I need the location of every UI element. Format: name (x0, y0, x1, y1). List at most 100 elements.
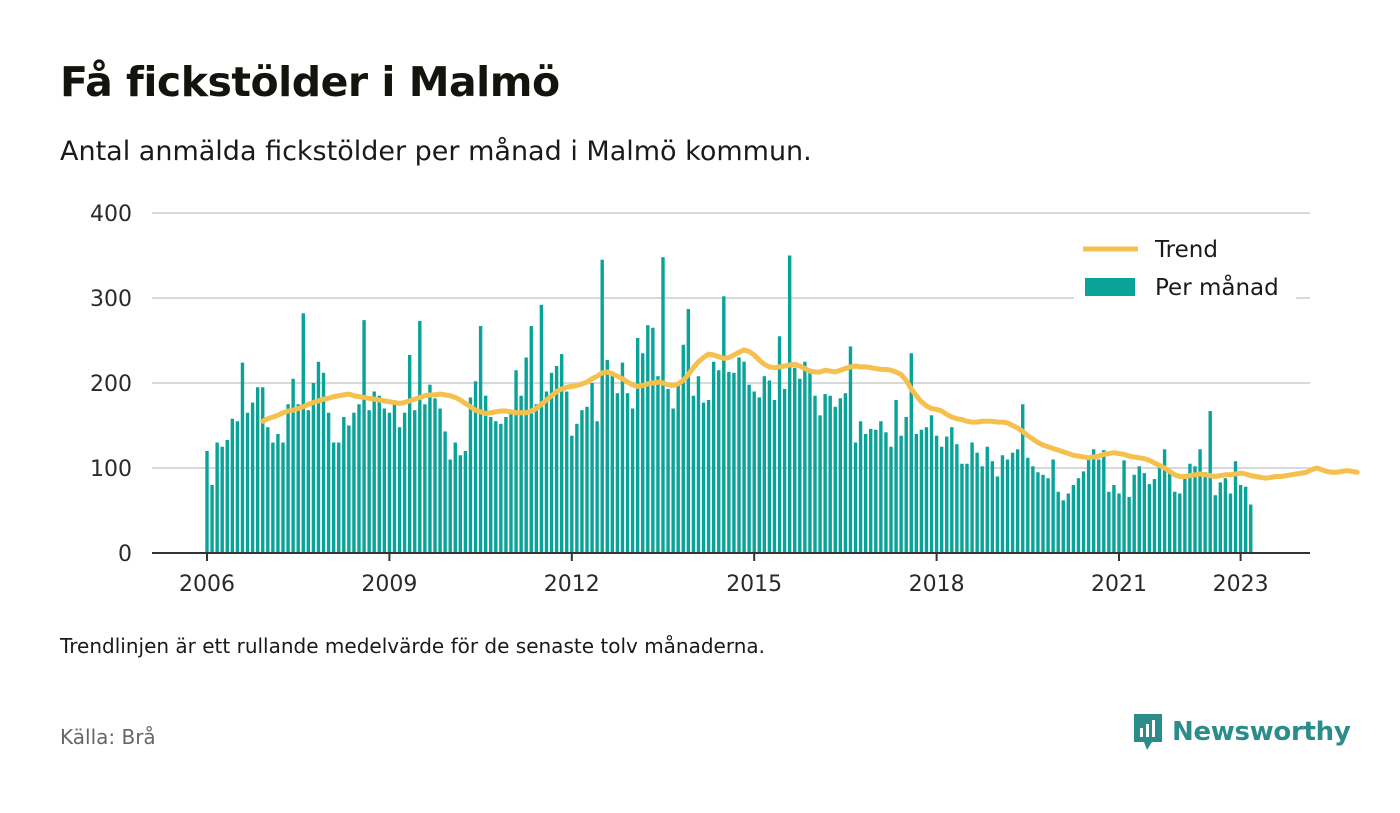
bar (1117, 493, 1121, 553)
bar (580, 410, 584, 553)
bar (1218, 482, 1223, 553)
bar (1010, 452, 1015, 553)
bar (732, 372, 736, 553)
bar (833, 406, 837, 553)
bar (1021, 404, 1025, 553)
bar (686, 309, 691, 553)
bar (798, 378, 802, 553)
bar (671, 408, 675, 553)
bar (914, 434, 919, 553)
bar (478, 326, 483, 553)
bar (970, 442, 974, 553)
bar (1031, 466, 1035, 553)
chart-subtitle: Antal anmälda fickstölder per månad i Ma… (60, 136, 812, 167)
bar (281, 442, 285, 553)
bar (600, 259, 604, 553)
bar (235, 421, 240, 553)
x-tick-label: 2006 (179, 572, 235, 597)
bar (985, 446, 989, 553)
bar (1228, 493, 1233, 553)
bar (549, 372, 554, 553)
legend-label-trend: Trend (1154, 237, 1218, 263)
bar (950, 427, 954, 553)
bar (838, 398, 843, 553)
bar (448, 459, 452, 553)
bar (990, 461, 995, 553)
bar (904, 417, 908, 553)
bar (423, 404, 427, 553)
bar (347, 425, 351, 553)
bar (210, 485, 214, 553)
bar (894, 400, 898, 553)
bar (433, 398, 437, 553)
bar (1127, 496, 1131, 553)
bar (245, 412, 250, 553)
bar (666, 388, 670, 553)
bar (1233, 461, 1238, 553)
bar (711, 361, 716, 553)
bar (747, 384, 751, 553)
bar (656, 376, 660, 553)
brand-name: Newsworthy (1172, 717, 1351, 747)
bar (843, 393, 848, 553)
bar (534, 404, 539, 553)
bar (1071, 485, 1076, 553)
bar (1076, 478, 1081, 553)
bar (220, 446, 224, 553)
bar (473, 381, 478, 553)
bar (575, 423, 579, 553)
bar (1091, 449, 1096, 553)
bar (757, 397, 761, 553)
bar (509, 412, 513, 553)
bar (367, 410, 371, 553)
y-tick-label: 0 (118, 542, 132, 567)
bar (342, 417, 346, 553)
bar (1249, 504, 1253, 553)
source-label: Källa: Brå (60, 725, 156, 749)
bar (651, 327, 655, 553)
bar (848, 346, 853, 553)
legend-label-per-month: Per månad (1155, 273, 1279, 301)
bar (696, 376, 701, 553)
bar (1213, 495, 1217, 553)
x-tick-label: 2018 (909, 572, 965, 597)
bar (377, 395, 381, 553)
bar (681, 344, 685, 553)
bar (1107, 491, 1111, 553)
bar (468, 397, 473, 553)
newsworthy-logo[interactable]: Newsworthy (1132, 712, 1351, 752)
bar (1046, 478, 1050, 553)
bar (250, 402, 255, 553)
bar (793, 367, 797, 553)
bar (240, 362, 245, 553)
bar (316, 361, 321, 553)
bar (413, 410, 417, 553)
bar (1015, 449, 1020, 553)
bar (595, 421, 599, 553)
bar (965, 463, 969, 553)
bar (863, 434, 868, 553)
bar (995, 476, 1000, 553)
bar (727, 371, 731, 553)
bar (828, 395, 832, 553)
bar (337, 442, 341, 553)
bar (418, 320, 422, 553)
bar (499, 423, 503, 553)
bar (362, 320, 366, 553)
bar (1137, 466, 1141, 553)
bar (271, 442, 275, 553)
bar (230, 418, 235, 553)
bar (1036, 472, 1040, 553)
bar (803, 361, 807, 553)
trend-line (260, 347, 1360, 481)
bar (1056, 491, 1060, 553)
y-tick-label: 200 (90, 372, 132, 397)
bar (813, 395, 817, 553)
bar (544, 391, 549, 553)
bar (529, 326, 533, 553)
bar (311, 383, 316, 553)
bar (438, 408, 442, 553)
bar (706, 400, 711, 553)
bar (879, 421, 883, 553)
